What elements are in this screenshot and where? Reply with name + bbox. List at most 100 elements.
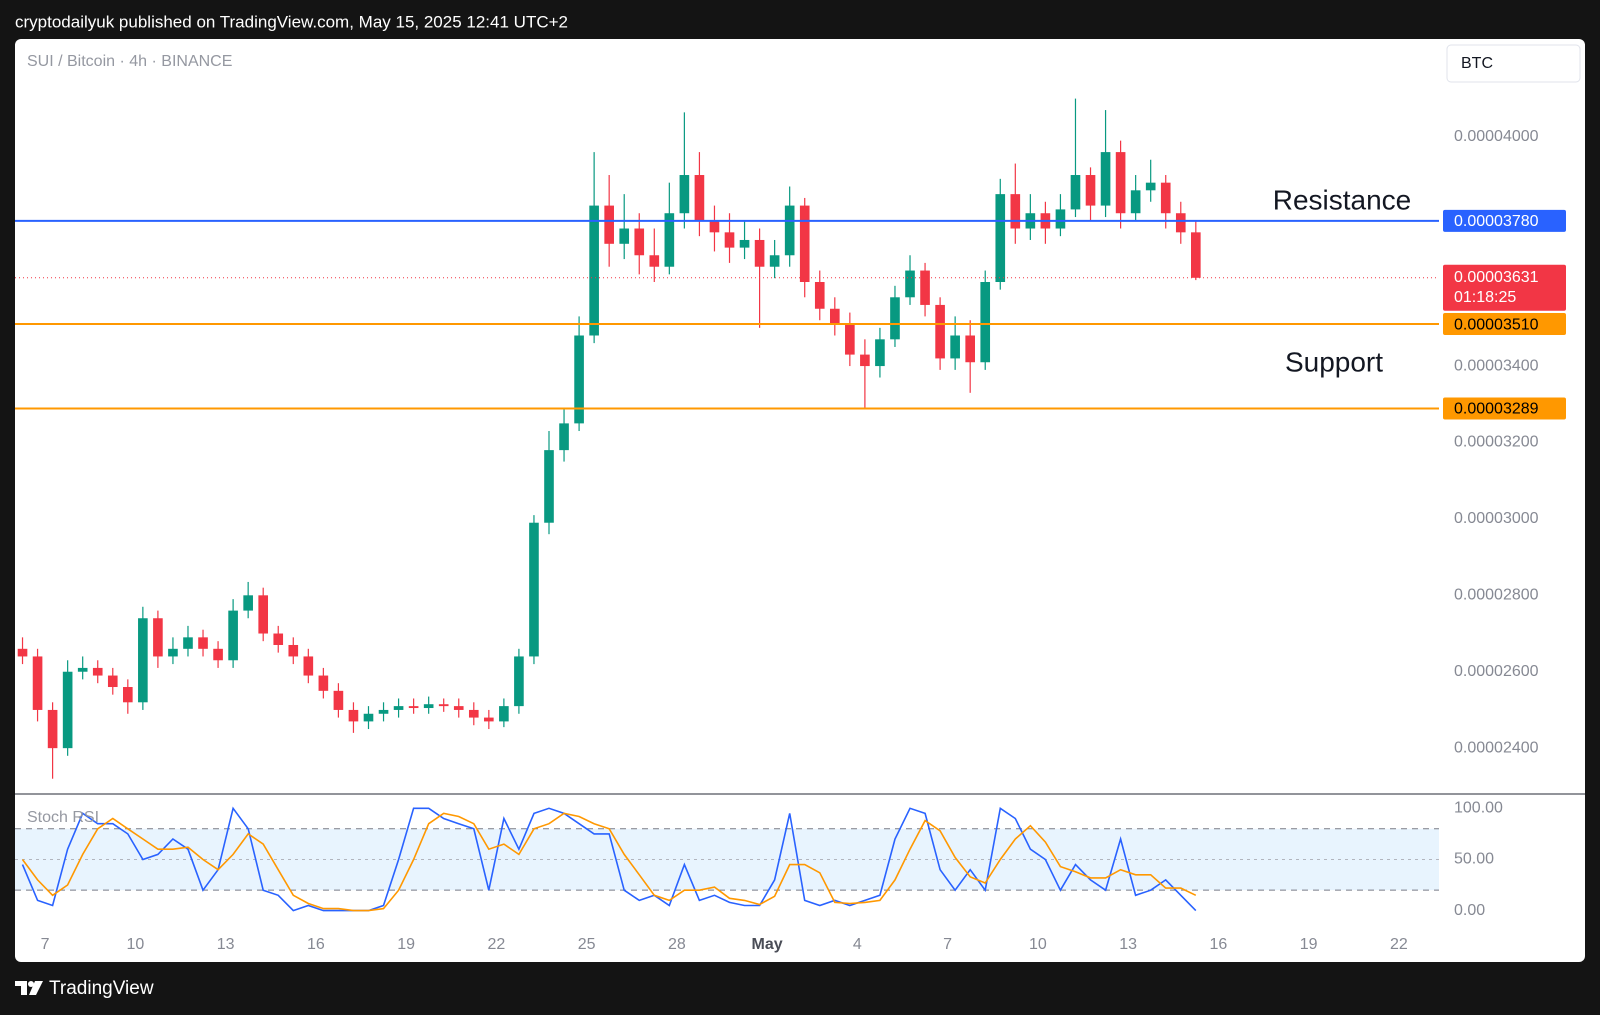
candle-body xyxy=(529,522,539,657)
candle-body xyxy=(1055,209,1066,229)
x-tick-label: 16 xyxy=(1209,936,1227,953)
level-label: 0.00003780 xyxy=(1454,213,1539,230)
candle-body xyxy=(1100,152,1111,206)
x-tick-label: 16 xyxy=(307,936,325,953)
support-annotation: Support xyxy=(1285,346,1383,377)
candle-body xyxy=(679,175,690,214)
candle-body xyxy=(920,270,930,305)
stoch-pane xyxy=(15,806,1439,912)
candle-body xyxy=(514,656,524,707)
x-tick-label: 22 xyxy=(1390,936,1408,953)
candle-body xyxy=(183,637,193,649)
candle-body xyxy=(604,205,614,244)
candle-body xyxy=(739,239,750,248)
footer-brand: TradingView xyxy=(49,978,154,999)
candle-body xyxy=(484,717,494,722)
candle-body xyxy=(829,308,840,325)
candle-body xyxy=(634,228,645,256)
candle-body xyxy=(799,205,810,283)
stoch-tick-label: 50.00 xyxy=(1454,851,1494,868)
candle-body xyxy=(1191,232,1201,278)
candle-body xyxy=(468,709,479,718)
candle-body xyxy=(333,690,344,710)
symbol-title: SUI / Bitcoin · 4h · BINANCE xyxy=(27,53,232,70)
candle-body xyxy=(890,297,900,340)
y-tick-label: 0.00002800 xyxy=(1454,587,1539,604)
candle-body xyxy=(1160,182,1171,214)
level-label-box xyxy=(1443,397,1566,420)
candle-body xyxy=(1010,194,1021,229)
candle-body xyxy=(724,232,735,248)
candle-body xyxy=(228,610,238,661)
level-label-box xyxy=(1443,313,1566,336)
indicator-title: Stoch RSI xyxy=(27,809,99,826)
candle-body xyxy=(123,687,133,703)
candle-body xyxy=(288,644,299,657)
candle-body xyxy=(408,706,419,709)
x-tick-label: 13 xyxy=(217,936,235,953)
candle-body xyxy=(905,270,915,298)
x-tick-label: 19 xyxy=(1300,936,1318,953)
candle-body xyxy=(1115,152,1126,214)
candle-body xyxy=(138,618,148,703)
x-tick-label: 4 xyxy=(853,936,862,953)
candle-body xyxy=(107,675,118,688)
y-tick-label: 0.00004000 xyxy=(1454,128,1539,145)
stoch-band xyxy=(15,828,1439,891)
candle-body xyxy=(213,648,223,661)
resistance-annotation: Resistance xyxy=(1273,184,1412,215)
candle-body xyxy=(1085,175,1096,206)
candle-body xyxy=(453,706,464,710)
price-pane xyxy=(15,98,1439,779)
candle-body xyxy=(1175,213,1186,233)
candle-body xyxy=(1130,190,1141,214)
x-tick-label: 22 xyxy=(487,936,505,953)
logo-mark xyxy=(15,981,27,995)
candle-body xyxy=(393,706,404,710)
candle-body xyxy=(694,175,705,221)
chart-panel xyxy=(15,39,1585,962)
candle-body xyxy=(649,255,660,267)
x-tick-label: 19 xyxy=(397,936,415,953)
x-tick-label: 10 xyxy=(1029,936,1047,953)
currency-label[interactable]: BTC xyxy=(1461,55,1493,72)
x-tick-label: 25 xyxy=(578,936,596,953)
x-tick-label: 7 xyxy=(943,936,952,953)
current-price-label: 0.00003631 xyxy=(1454,269,1539,286)
stoch-tick-label: 0.00 xyxy=(1454,902,1485,919)
candle-body xyxy=(559,423,569,451)
candle-body xyxy=(348,709,359,722)
x-tick-label: 7 xyxy=(41,936,50,953)
x-tick-label: 10 xyxy=(126,936,144,953)
countdown-label: 01:18:25 xyxy=(1454,289,1516,306)
candle-body xyxy=(243,595,253,611)
candle-body xyxy=(258,595,269,634)
candle-body xyxy=(499,706,509,722)
candle-body xyxy=(77,667,88,672)
candle-body xyxy=(995,194,1006,283)
candle-body xyxy=(363,713,374,722)
publish-header: cryptodailyuk published on TradingView.c… xyxy=(15,12,568,31)
candle-body xyxy=(784,205,795,256)
y-tick-label: 0.00003000 xyxy=(1454,510,1539,527)
candle-body xyxy=(62,671,73,749)
y-tick-label: 0.00003200 xyxy=(1454,434,1539,451)
candle-body xyxy=(950,335,960,359)
candle-body xyxy=(544,450,554,523)
level-label: 0.00003510 xyxy=(1454,316,1539,333)
candle-body xyxy=(935,304,945,359)
candle-body xyxy=(574,335,584,424)
currency-button[interactable] xyxy=(1446,44,1581,83)
candle-body xyxy=(860,354,870,367)
y-tick-label: 0.00003400 xyxy=(1454,357,1539,374)
stoch-tick-label: 100.00 xyxy=(1454,800,1503,817)
candle-body xyxy=(664,213,675,267)
candle-body xyxy=(153,618,163,657)
candle-body xyxy=(965,335,975,363)
candle-body xyxy=(318,675,329,691)
candle-body xyxy=(709,220,720,233)
candle-body xyxy=(423,704,434,709)
level-label: 0.00003289 xyxy=(1454,401,1539,418)
candle-body xyxy=(814,282,825,309)
